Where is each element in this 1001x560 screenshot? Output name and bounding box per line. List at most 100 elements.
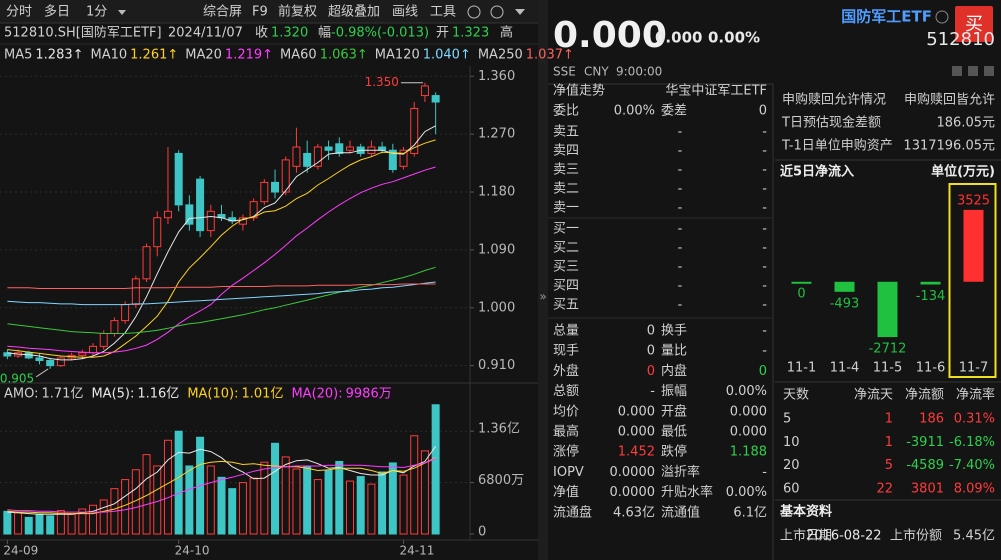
field-value: 1.452 [618, 445, 655, 460]
volume-bar [238, 482, 247, 535]
field-value: - [762, 465, 767, 480]
volume-bar [217, 476, 226, 535]
info-icon[interactable] [935, 10, 949, 24]
table-cell: 5 [783, 412, 791, 427]
candle-body [303, 152, 312, 167]
splitter[interactable] [538, 0, 548, 560]
volume-bar [281, 456, 290, 535]
tab[interactable]: 净值走势 [553, 83, 605, 99]
table-cell: 10 [783, 435, 800, 450]
y-tick-label: 1.180 [478, 185, 515, 200]
toolbar-button[interactable]: 前复权 [278, 4, 317, 20]
chart-title: 近5日净流入 [780, 164, 854, 180]
field-label: 均价 [553, 404, 579, 419]
buy-button[interactable] [955, 6, 993, 42]
volume-bar [313, 479, 322, 535]
legend-name: MA20 [185, 48, 222, 63]
quote-meta: CNY [584, 65, 609, 79]
field-value: - [762, 344, 767, 359]
flow-label: 3525 [957, 193, 990, 208]
bid-price: - [678, 241, 683, 256]
legend-name: MA250 [478, 48, 523, 63]
ma-line [7, 166, 436, 354]
help-icon[interactable] [490, 5, 504, 19]
tab[interactable]: 华宝中证军工ETF [665, 84, 767, 99]
field-value: 0.00% [726, 485, 767, 500]
field-value: 0.00% [614, 104, 655, 119]
highlight-box [948, 183, 997, 378]
buy-label[interactable]: 买 [965, 14, 983, 35]
flow-label: -134 [916, 289, 946, 304]
volume-bar [356, 476, 365, 535]
candle-body [335, 143, 344, 154]
field-value: 0 [647, 364, 655, 379]
candle-body [110, 320, 119, 334]
candle-body [89, 345, 98, 354]
volume-bar [78, 508, 87, 535]
y-tick-label: 1.36亿 [478, 422, 520, 437]
field-value: 0.000 [730, 404, 767, 419]
menu-icon[interactable] [515, 9, 525, 15]
toolbar-button[interactable]: 画线 [392, 5, 418, 20]
toolbar-button[interactable]: 工具 [430, 5, 456, 20]
y-tick-label: 0.910 [478, 358, 515, 373]
candle-body [324, 146, 333, 151]
volume-ma-line [7, 457, 436, 515]
tool-icon[interactable] [952, 66, 962, 76]
legend-value: 1.01亿 [242, 387, 284, 402]
dropdown-icon[interactable] [118, 10, 126, 15]
table-cell: 5 [885, 458, 893, 473]
bid-price: - [678, 279, 683, 294]
candle-body [99, 332, 108, 347]
field-value: - [650, 384, 655, 399]
quote-meta: 9:00:00 [616, 65, 662, 79]
settings-icon[interactable] [467, 5, 481, 19]
volume-bar [67, 513, 76, 535]
volume-bar [174, 430, 183, 535]
toolbar-button[interactable]: 综合屏 [203, 5, 242, 20]
ask-volume: - [762, 201, 767, 216]
header-item: 幅 [318, 26, 331, 41]
candle-body [121, 304, 130, 322]
bid-label: 买三 [553, 260, 579, 275]
table-cell: 20 [783, 458, 800, 473]
candle-body [271, 181, 280, 193]
table-header: 净流天 [854, 388, 893, 403]
candle-body [131, 278, 140, 306]
candle-body [292, 146, 301, 167]
flow-bar [834, 281, 855, 292]
toolbar-button[interactable]: F9 [252, 5, 268, 20]
toolbar-tab[interactable]: 1分 [86, 5, 107, 20]
volume-bar [271, 442, 280, 535]
ask-volume: - [762, 163, 767, 178]
table-cell: 22 [876, 481, 893, 496]
toolbar-tab[interactable]: 多日 [44, 4, 70, 20]
security-name: 国防军工ETF [841, 8, 932, 26]
tool-icon[interactable] [968, 66, 978, 76]
table-cell: -4589 [906, 458, 944, 473]
field-label: 流通盘 [553, 504, 592, 520]
ask-label: 卖三 [553, 163, 579, 178]
y-tick-label: 1.360 [478, 69, 515, 84]
legend-name: MA60 [280, 48, 317, 63]
splitter-arrow[interactable]: » [539, 290, 546, 304]
field-label: 委差 [661, 104, 687, 119]
ask-label: 卖一 [553, 201, 579, 216]
volume-bar [399, 474, 408, 535]
tool-icon[interactable] [984, 66, 994, 76]
x-tick-label: 24-10 [175, 544, 210, 558]
field-label: IOPV [553, 465, 584, 480]
bid-label: 买二 [553, 241, 579, 256]
y-tick-label: 1.270 [478, 127, 515, 142]
candle-body [410, 107, 419, 154]
ask-price: - [678, 201, 683, 216]
info-label: 上市份额 [890, 528, 942, 544]
candle-body [35, 357, 44, 361]
header-item: 1.323 [452, 26, 489, 41]
toolbar-button[interactable]: 超级叠加 [328, 5, 380, 20]
volume-bar [153, 465, 162, 535]
volume-bar [35, 513, 44, 535]
field-label: 跌停 [661, 444, 687, 460]
toolbar-tab[interactable]: 分时 [6, 5, 32, 20]
